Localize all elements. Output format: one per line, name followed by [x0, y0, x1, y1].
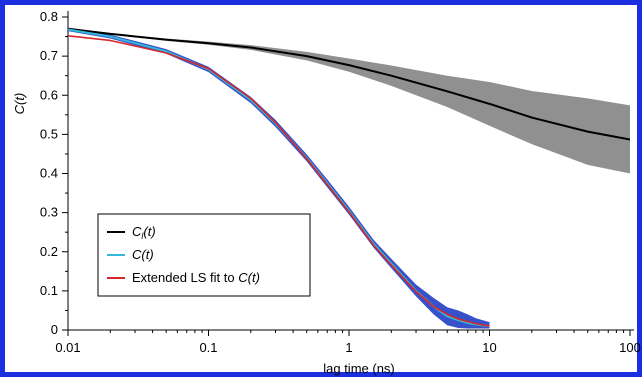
x-axis-title: lag time (ns): [323, 361, 395, 376]
legend-box: [97, 213, 311, 297]
series-0-band: [68, 27, 630, 174]
y-axis-title: C(t): [12, 93, 27, 115]
legend-label-0: Cl(t): [132, 224, 156, 241]
y-tick-label-5: 0.5: [40, 126, 58, 141]
x-tick-label-1: 0.1: [199, 340, 217, 355]
legend-label-1: C(t): [132, 247, 154, 262]
y-tick-label-6: 0.6: [40, 87, 58, 102]
legend-label-2: Extended LS fit to C(t): [132, 270, 260, 285]
y-tick-label-2: 0.2: [40, 244, 58, 259]
y-tick-label-7: 0.7: [40, 48, 58, 63]
series-0-line: [68, 27, 630, 141]
y-tick-label-3: 0.3: [40, 205, 58, 220]
y-tick-label-8: 0.8: [40, 9, 58, 24]
x-tick-label-3: 10: [482, 340, 496, 355]
plot-area: [68, 27, 630, 329]
y-tick-label-0: 0: [51, 322, 58, 337]
x-tick-label-2: 1: [345, 340, 352, 355]
y-tick-label-4: 0.4: [40, 166, 58, 181]
x-tick-label-4: 100: [619, 340, 641, 355]
series-1-band: [68, 27, 490, 329]
series-2-line: [68, 34, 490, 327]
y-tick-label-1: 0.1: [40, 283, 58, 298]
x-tick-label-0: 0.01: [55, 340, 80, 355]
